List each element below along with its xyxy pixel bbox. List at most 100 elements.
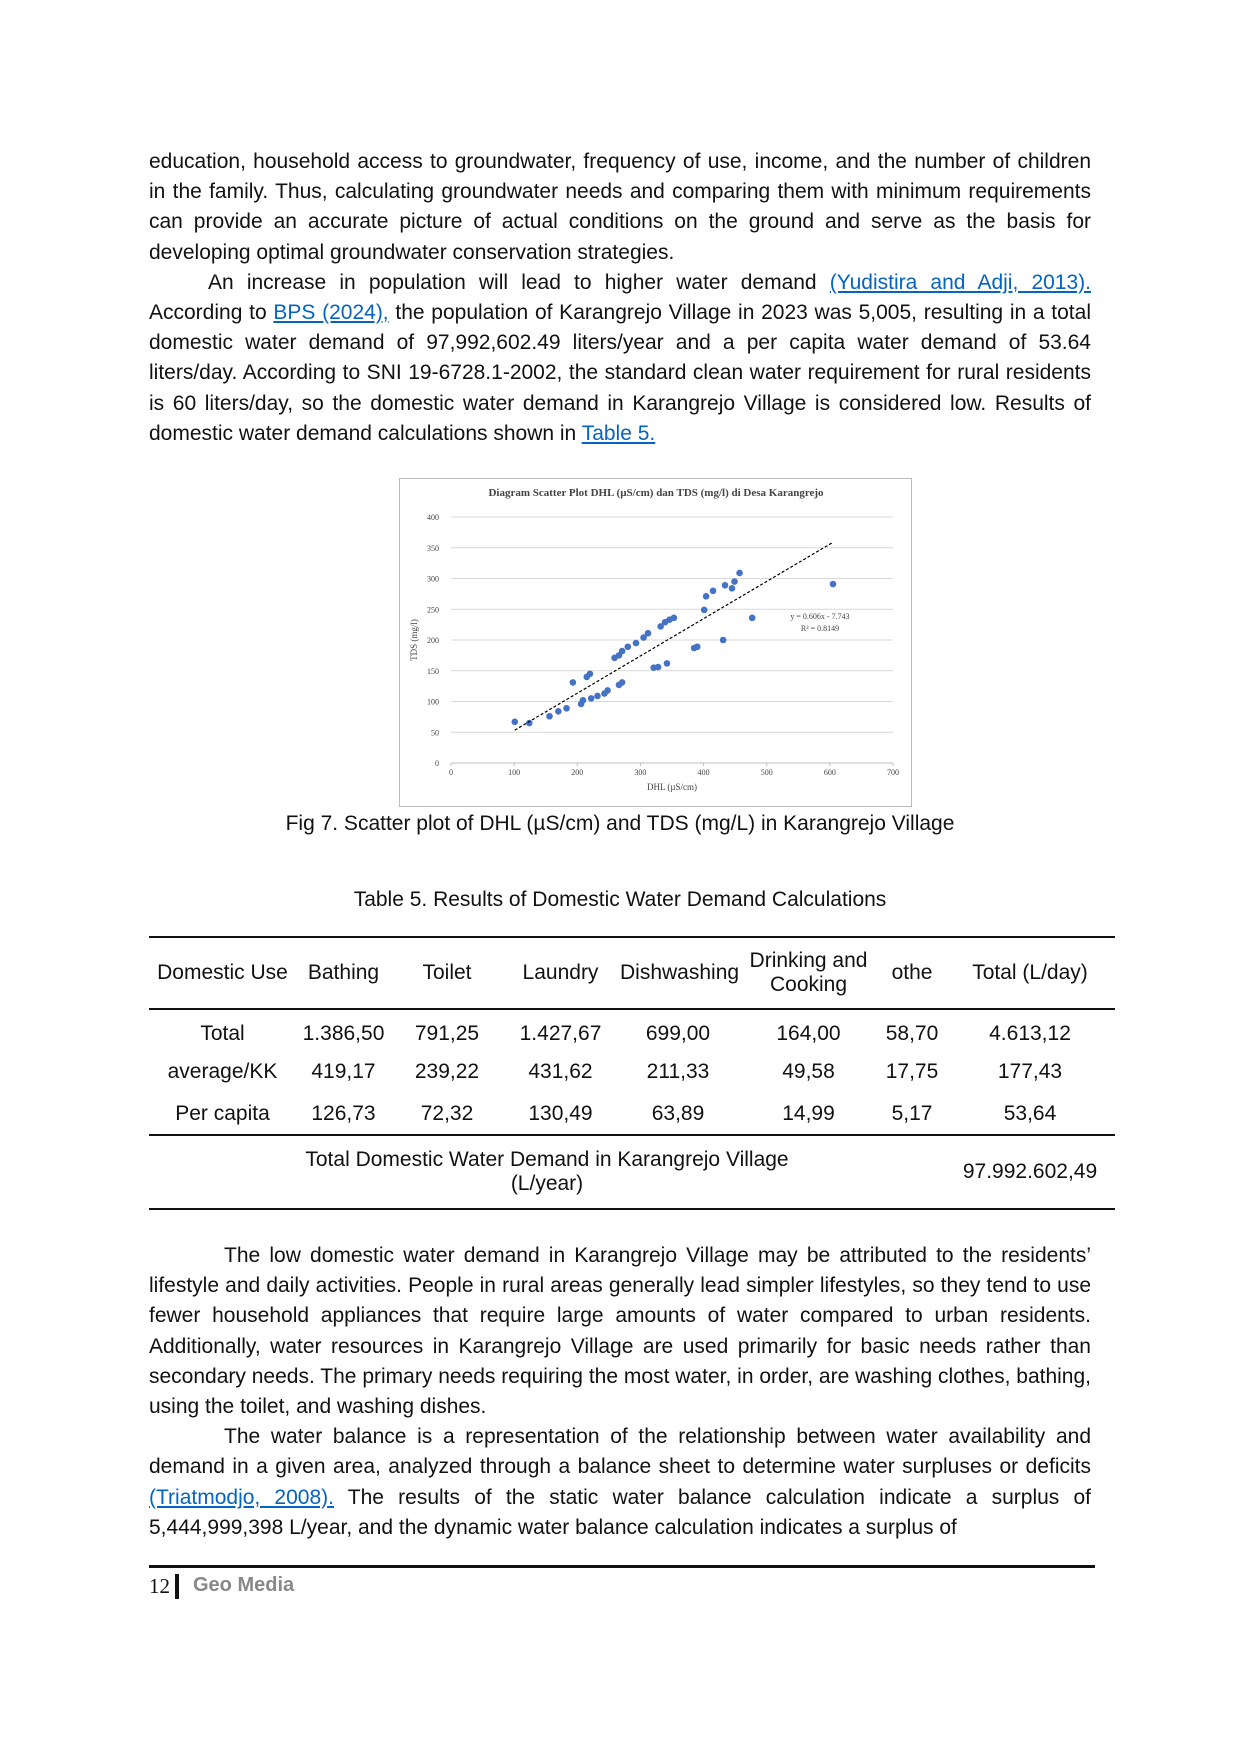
- trendline-equation: y = 0.606x - 7.743: [790, 612, 849, 621]
- table-cell: 126,73: [311, 1101, 376, 1125]
- text-run: The results of the static water balance …: [149, 1485, 1091, 1539]
- point: [525, 719, 533, 727]
- y-axis-title: TDS (mg/l): [409, 619, 419, 661]
- point: [511, 718, 519, 726]
- table-row: Total 1.386,50 791,25 1.427,67 699,00 164,00 5…: [149, 1009, 1115, 1051]
- x-tick-label: 0: [449, 768, 453, 777]
- point: [748, 614, 756, 622]
- point: [546, 712, 553, 720]
- point: [624, 643, 632, 651]
- point: [569, 679, 577, 686]
- point: [632, 639, 640, 647]
- x-tick-label: 400: [698, 768, 710, 777]
- column-header: Drinking and Cooking: [749, 949, 868, 996]
- table-cell: 1.386,50: [302, 1021, 385, 1045]
- point: [663, 660, 671, 667]
- point: [654, 663, 662, 671]
- point: [736, 569, 743, 577]
- r-squared: R² = 0.8149: [801, 624, 839, 633]
- trendline: [514, 541, 834, 731]
- column-header: Toilet: [422, 961, 472, 984]
- table-cell: 72,32: [420, 1101, 474, 1125]
- table-title: Table 5. Results of Domestic Water Deman…: [353, 888, 887, 911]
- table-cell: Per capita: [175, 1101, 270, 1125]
- table-cell: average/KK: [167, 1060, 278, 1083]
- table-body: Total 1.386,50 791,25 1.427,67 699,00 164,00 5…: [149, 1009, 1115, 1135]
- header-row: Domestic Use Bathing Toilet Laundry Dishwash…: [149, 937, 1115, 1009]
- point: [555, 708, 562, 715]
- point: [719, 636, 727, 644]
- scatter-chart: Diagram Scatter Plot DHL (µS/cm) dan TDS…: [399, 478, 912, 807]
- table-cell: 419,17: [311, 1060, 376, 1083]
- footer-bar: [175, 1574, 179, 1599]
- table-cell: 53,64: [1003, 1101, 1057, 1125]
- point: [563, 704, 570, 712]
- citation-link[interactable]: Table 5.: [581, 421, 656, 445]
- x-tick-label: 500: [761, 768, 773, 777]
- citation-link[interactable]: (Triatmodjo, 2008).: [149, 1485, 334, 1509]
- x-tick-label: 300: [634, 768, 646, 777]
- text-run: According to: [149, 301, 274, 325]
- x-axis-title: DHL (µS/cm): [647, 782, 697, 792]
- text-run: The low domestic water demand in Karangr…: [149, 1244, 1091, 1419]
- paragraph: An increase in population will lead to h…: [149, 268, 1091, 449]
- table-cell: 63,89: [651, 1101, 705, 1125]
- point: [579, 696, 587, 704]
- footer-value: 97.992.602,49: [962, 1160, 1098, 1183]
- footer-row: Total Domestic Water Demand in Karangrej…: [149, 1135, 1115, 1209]
- point: [586, 670, 594, 678]
- page-number: 12: [149, 1574, 170, 1598]
- paragraph: The water balance is a representation of…: [149, 1422, 1091, 1543]
- table-cell: 17,75: [885, 1060, 939, 1083]
- point: [604, 687, 611, 694]
- point: [829, 580, 837, 588]
- table-row: average/KK 419,17 239,22 431,62 211,33 49,58 1…: [149, 1051, 1115, 1093]
- point: [587, 695, 595, 702]
- column-header: Domestic Use: [157, 961, 288, 984]
- table-cell: 1.427,67: [519, 1021, 602, 1045]
- paragraph: The low domestic water demand in Karangr…: [149, 1241, 1091, 1422]
- figure-caption: Fig 7. Scatter plot of DHL (µS/cm) and T…: [285, 812, 955, 835]
- table-cell: 164,00: [776, 1021, 841, 1045]
- point: [594, 692, 601, 700]
- text-run: The water balance is a representation of…: [149, 1425, 1091, 1479]
- table-cell: 4.613,12: [989, 1021, 1071, 1045]
- point: [618, 647, 626, 655]
- table-cell: 239,22: [414, 1060, 480, 1083]
- point: [709, 587, 717, 595]
- x-tick-label: 700: [887, 768, 899, 777]
- x-tick-label: 200: [571, 768, 583, 777]
- journal-name: Geo Media: [193, 1574, 295, 1596]
- point: [657, 623, 664, 630]
- point: [693, 643, 701, 651]
- table-cell: 14,99: [782, 1101, 835, 1125]
- text-run: education, household access to groundwat…: [149, 150, 1091, 264]
- point: [618, 679, 626, 686]
- citation-link[interactable]: (Yudistira and Adji, 2013).: [829, 270, 1091, 294]
- x-tick-label: 100: [508, 768, 520, 777]
- point: [644, 629, 652, 637]
- x-tick-label: 600: [824, 768, 836, 777]
- chart-title: Diagram Scatter Plot DHL (µS/cm) dan TDS…: [488, 487, 824, 499]
- y-tick-label: 50: [431, 728, 439, 737]
- paragraph: education, household access to groundwat…: [149, 147, 1091, 268]
- column-header: Total (L/day): [972, 961, 1088, 984]
- body-text: The low domestic water demand in Karangr…: [149, 1241, 1091, 1543]
- citation-link[interactable]: BPS (2024),: [273, 301, 389, 325]
- y-tick-label: 250: [427, 605, 439, 614]
- column-header: Laundry: [522, 961, 599, 984]
- table-cell: 699,00: [645, 1021, 711, 1045]
- y-tick-label: 300: [427, 575, 439, 584]
- text-run: the population of Karangrejo Village in …: [149, 301, 1091, 445]
- y-tick-label: 400: [427, 513, 439, 522]
- y-tick-label: 150: [427, 667, 439, 676]
- point: [702, 593, 710, 600]
- footer-label: Total Domestic Water Demand in Karangrej…: [305, 1148, 789, 1195]
- text-run: An increase in population will lead to h…: [208, 270, 830, 294]
- table-cell: 431,62: [528, 1060, 593, 1083]
- table-cell: 49,58: [782, 1060, 835, 1083]
- point: [640, 634, 647, 641]
- table-cell: 177,43: [997, 1060, 1063, 1083]
- table-cell: 211,33: [646, 1060, 710, 1083]
